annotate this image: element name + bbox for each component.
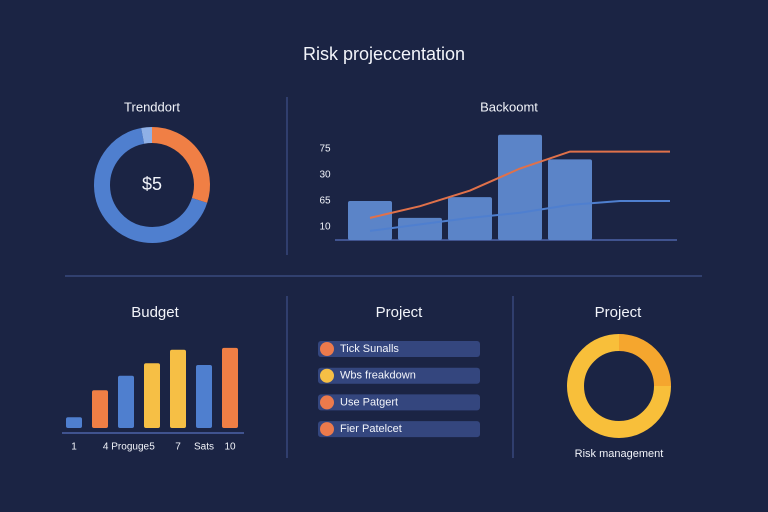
bar bbox=[144, 363, 160, 428]
x-tick-label: Sats bbox=[194, 442, 214, 453]
x-tick-label: 10 bbox=[224, 442, 236, 453]
donut-segment bbox=[567, 334, 671, 438]
bar bbox=[222, 347, 238, 428]
bar bbox=[348, 201, 392, 240]
list-item-dot bbox=[320, 422, 334, 437]
list-item-label: Fier Patelcet bbox=[340, 423, 402, 435]
x-tick-label: 4 Proguge bbox=[103, 442, 150, 453]
bar bbox=[118, 375, 134, 428]
list-item-dot bbox=[320, 395, 334, 410]
list-item-dot bbox=[320, 368, 334, 383]
list-item-label: Tick Sunalls bbox=[340, 343, 399, 355]
list-title: Project bbox=[376, 304, 424, 321]
bar bbox=[92, 390, 108, 428]
list-item-bar bbox=[318, 367, 480, 384]
list-item-label: Wbs freakdown bbox=[340, 370, 416, 382]
bar bbox=[170, 349, 186, 428]
bar bbox=[66, 417, 82, 428]
chart-caption: Risk management bbox=[575, 448, 664, 460]
x-tick-label: 7 bbox=[175, 442, 181, 453]
y-tick-label: 65 bbox=[319, 196, 331, 207]
chart-title: Budget bbox=[131, 304, 179, 321]
line bbox=[369, 150, 670, 219]
page-title: Risk projeccentation bbox=[303, 44, 465, 64]
chart-title: Trenddort bbox=[124, 99, 180, 114]
chart-title: Backoomt bbox=[480, 99, 538, 114]
line bbox=[369, 200, 670, 232]
x-tick-label: 5 bbox=[149, 442, 155, 453]
list-item-bar bbox=[318, 341, 480, 357]
y-tick-label: 10 bbox=[319, 222, 331, 233]
bar bbox=[398, 217, 442, 240]
donut-segment bbox=[94, 128, 208, 243]
list-item-label: Use Patgert bbox=[340, 396, 398, 408]
list-item-bar bbox=[318, 394, 480, 411]
donut-segment bbox=[151, 127, 210, 203]
x-tick-label: 1 bbox=[71, 442, 77, 453]
donut-segment bbox=[618, 334, 671, 387]
donut-segment bbox=[141, 127, 153, 144]
chart-title: Project bbox=[595, 304, 643, 321]
y-tick-label: 30 bbox=[319, 170, 331, 181]
bar bbox=[498, 134, 542, 240]
donut-center-label: $5 bbox=[142, 174, 162, 194]
bar bbox=[196, 365, 212, 428]
list-item-dot bbox=[320, 342, 334, 356]
y-tick-label: 75 bbox=[319, 144, 331, 155]
list-item-bar bbox=[318, 421, 480, 438]
bar bbox=[548, 159, 592, 240]
